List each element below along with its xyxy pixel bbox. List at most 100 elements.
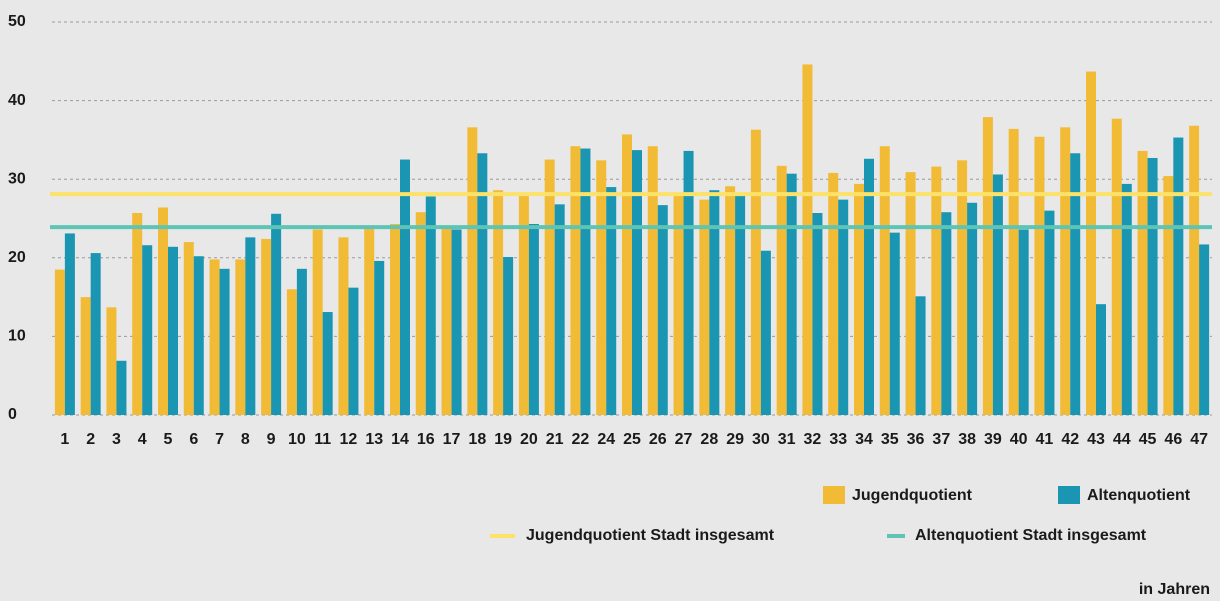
bar	[219, 268, 230, 415]
bar	[828, 172, 839, 415]
x-tick-label: 17	[443, 431, 461, 448]
legend-swatch	[823, 486, 845, 504]
legend-swatch	[1058, 486, 1080, 504]
bar	[1173, 137, 1184, 416]
x-tick-label: 14	[391, 431, 409, 448]
legend-label: Altenquotient Stadt insgesamt	[915, 527, 1147, 544]
bar	[1096, 304, 1106, 415]
bar	[132, 212, 143, 415]
bar	[1060, 127, 1071, 415]
bar	[760, 250, 771, 415]
bar	[622, 134, 632, 415]
bar	[348, 287, 359, 415]
bar	[1147, 157, 1158, 415]
x-tick-label: 40	[1010, 431, 1028, 448]
bar	[699, 199, 710, 415]
x-tick-label: 24	[597, 431, 615, 448]
bar	[322, 312, 333, 415]
bar	[235, 259, 246, 415]
bar	[554, 204, 565, 415]
bar	[657, 205, 668, 415]
x-tick-label: 36	[907, 431, 925, 448]
x-tick-label: 6	[189, 431, 198, 448]
x-tick-label: 8	[241, 431, 250, 448]
bar	[725, 186, 736, 415]
bar	[467, 127, 478, 415]
bar	[338, 237, 349, 415]
bar	[735, 195, 746, 415]
bar	[296, 268, 307, 415]
bar	[441, 226, 452, 415]
x-tick-label: 34	[855, 431, 873, 448]
bar	[838, 199, 849, 415]
bar	[80, 297, 91, 415]
bar	[425, 196, 436, 415]
bar	[776, 165, 787, 415]
bar	[183, 242, 194, 415]
bar	[493, 190, 504, 415]
x-tick-label: 41	[1036, 431, 1054, 448]
x-tick-label: 5	[164, 431, 173, 448]
legend-label: Jugendquotient	[852, 487, 973, 504]
x-tick-label: 26	[649, 431, 667, 448]
bar	[570, 146, 581, 416]
x-tick-label: 22	[572, 431, 590, 448]
y-tick-label: 0	[8, 406, 17, 423]
x-tick-label: 32	[804, 431, 822, 448]
bar	[580, 148, 591, 415]
bar	[390, 224, 400, 415]
y-tick-label: 50	[8, 13, 26, 30]
x-tick-label: 20	[520, 431, 538, 448]
x-tick-label: 30	[752, 431, 770, 448]
bar	[1199, 244, 1210, 415]
bar	[709, 190, 720, 415]
bar	[374, 260, 385, 415]
bar	[400, 159, 410, 415]
bar	[750, 129, 761, 415]
bar	[982, 117, 993, 415]
bar	[64, 233, 75, 415]
bar	[606, 187, 617, 415]
bar	[1018, 229, 1029, 415]
bar	[889, 232, 900, 415]
legend-label: Altenquotient	[1087, 487, 1191, 504]
bar	[415, 212, 426, 415]
bar	[931, 166, 942, 415]
bar	[209, 259, 220, 415]
bar	[1111, 118, 1122, 415]
bar	[451, 229, 462, 415]
bar	[1008, 128, 1019, 415]
x-tick-label: 37	[932, 431, 950, 448]
bar	[477, 153, 488, 415]
bar	[158, 207, 168, 415]
x-tick-label: 29	[726, 431, 744, 448]
bar	[142, 245, 153, 415]
x-tick-label: 42	[1061, 431, 1079, 448]
x-tick-label: 10	[288, 431, 306, 448]
x-tick-label: 21	[546, 431, 564, 448]
bar	[261, 238, 272, 415]
bar	[364, 228, 375, 415]
bar	[905, 172, 916, 415]
bar	[1137, 150, 1148, 416]
x-tick-label: 7	[215, 431, 224, 448]
bar	[54, 269, 65, 415]
bar	[503, 257, 514, 415]
x-tick-label: 45	[1139, 431, 1157, 448]
bar	[632, 150, 642, 416]
bar	[802, 64, 813, 415]
x-tick-label: 16	[417, 431, 435, 448]
bar	[683, 150, 694, 416]
bar	[245, 237, 256, 415]
x-tick-label: 13	[365, 431, 383, 448]
x-tick-label: 19	[494, 431, 512, 448]
x-tick-label: 27	[675, 431, 693, 448]
x-tick-label: 35	[881, 431, 899, 448]
x-tick-label: 43	[1087, 431, 1105, 448]
x-tick-label: 12	[340, 431, 358, 448]
bar	[941, 212, 952, 415]
x-tick-label: 31	[778, 431, 796, 448]
bar	[1189, 125, 1200, 415]
legend-label: Jugendquotient Stadt insgesamt	[526, 527, 775, 544]
